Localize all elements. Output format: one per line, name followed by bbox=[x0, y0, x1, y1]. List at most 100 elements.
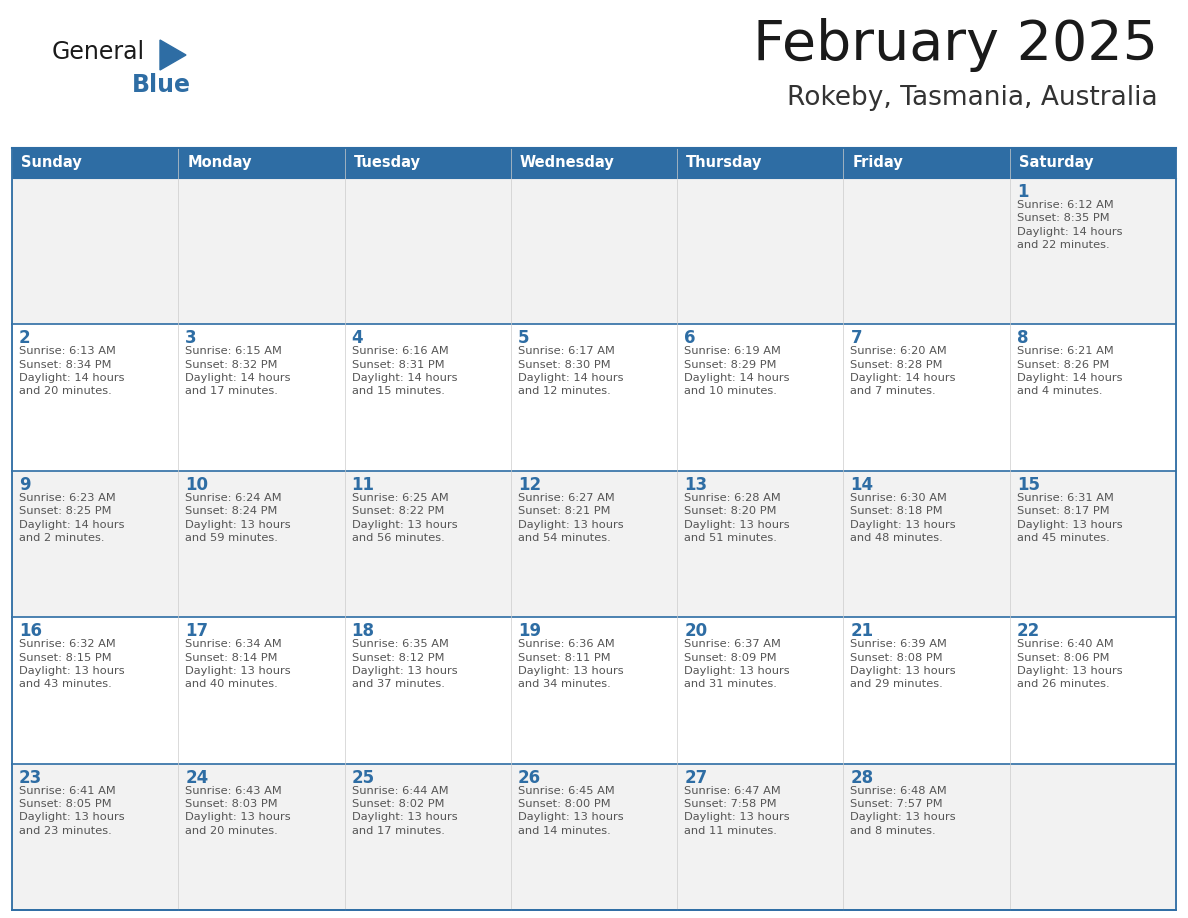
Bar bbox=[12, 617, 178, 764]
Text: Sunrise: 6:44 AM
Sunset: 8:02 PM
Daylight: 13 hours
and 17 minutes.: Sunrise: 6:44 AM Sunset: 8:02 PM Dayligh… bbox=[352, 786, 457, 835]
Bar bbox=[511, 617, 677, 764]
Bar bbox=[1010, 471, 1176, 617]
Bar bbox=[178, 471, 345, 617]
Bar bbox=[677, 324, 843, 471]
Bar bbox=[677, 471, 843, 617]
Bar bbox=[1010, 178, 1176, 324]
Bar bbox=[12, 324, 178, 471]
Bar bbox=[345, 764, 511, 910]
Text: 18: 18 bbox=[352, 622, 374, 640]
Bar bbox=[511, 324, 677, 471]
Text: Sunrise: 6:23 AM
Sunset: 8:25 PM
Daylight: 14 hours
and 2 minutes.: Sunrise: 6:23 AM Sunset: 8:25 PM Dayligh… bbox=[19, 493, 125, 543]
Text: 26: 26 bbox=[518, 768, 541, 787]
Text: 10: 10 bbox=[185, 476, 208, 494]
Text: Sunrise: 6:19 AM
Sunset: 8:29 PM
Daylight: 14 hours
and 10 minutes.: Sunrise: 6:19 AM Sunset: 8:29 PM Dayligh… bbox=[684, 346, 790, 397]
Text: 13: 13 bbox=[684, 476, 707, 494]
Text: 28: 28 bbox=[851, 768, 873, 787]
Bar bbox=[345, 617, 511, 764]
Bar bbox=[178, 178, 345, 324]
Bar bbox=[1010, 764, 1176, 910]
Bar bbox=[511, 178, 677, 324]
Text: Sunrise: 6:43 AM
Sunset: 8:03 PM
Daylight: 13 hours
and 20 minutes.: Sunrise: 6:43 AM Sunset: 8:03 PM Dayligh… bbox=[185, 786, 291, 835]
Text: Blue: Blue bbox=[132, 73, 191, 97]
Text: 14: 14 bbox=[851, 476, 873, 494]
Text: Sunrise: 6:25 AM
Sunset: 8:22 PM
Daylight: 13 hours
and 56 minutes.: Sunrise: 6:25 AM Sunset: 8:22 PM Dayligh… bbox=[352, 493, 457, 543]
Text: Monday: Monday bbox=[188, 155, 252, 171]
Polygon shape bbox=[160, 40, 187, 70]
Text: Friday: Friday bbox=[853, 155, 903, 171]
Text: 21: 21 bbox=[851, 622, 873, 640]
Text: Sunrise: 6:40 AM
Sunset: 8:06 PM
Daylight: 13 hours
and 26 minutes.: Sunrise: 6:40 AM Sunset: 8:06 PM Dayligh… bbox=[1017, 639, 1123, 689]
Text: 3: 3 bbox=[185, 330, 197, 347]
Text: 6: 6 bbox=[684, 330, 696, 347]
Text: 1: 1 bbox=[1017, 183, 1029, 201]
Text: Saturday: Saturday bbox=[1019, 155, 1093, 171]
Text: 7: 7 bbox=[851, 330, 862, 347]
Text: Thursday: Thursday bbox=[687, 155, 763, 171]
Text: 8: 8 bbox=[1017, 330, 1029, 347]
Bar bbox=[843, 178, 1010, 324]
Text: 23: 23 bbox=[19, 768, 43, 787]
Text: 12: 12 bbox=[518, 476, 541, 494]
Bar bbox=[178, 617, 345, 764]
Text: 25: 25 bbox=[352, 768, 374, 787]
Bar bbox=[843, 764, 1010, 910]
Bar bbox=[1010, 324, 1176, 471]
Text: Wednesday: Wednesday bbox=[520, 155, 614, 171]
Text: Sunrise: 6:30 AM
Sunset: 8:18 PM
Daylight: 13 hours
and 48 minutes.: Sunrise: 6:30 AM Sunset: 8:18 PM Dayligh… bbox=[851, 493, 956, 543]
Bar bbox=[843, 617, 1010, 764]
Text: 27: 27 bbox=[684, 768, 707, 787]
Bar bbox=[345, 178, 511, 324]
Text: Sunrise: 6:37 AM
Sunset: 8:09 PM
Daylight: 13 hours
and 31 minutes.: Sunrise: 6:37 AM Sunset: 8:09 PM Dayligh… bbox=[684, 639, 790, 689]
Bar bbox=[511, 471, 677, 617]
Text: Sunrise: 6:36 AM
Sunset: 8:11 PM
Daylight: 13 hours
and 34 minutes.: Sunrise: 6:36 AM Sunset: 8:11 PM Dayligh… bbox=[518, 639, 624, 689]
Text: 20: 20 bbox=[684, 622, 707, 640]
Text: 17: 17 bbox=[185, 622, 208, 640]
Bar bbox=[12, 178, 178, 324]
Text: 11: 11 bbox=[352, 476, 374, 494]
Text: Sunrise: 6:27 AM
Sunset: 8:21 PM
Daylight: 13 hours
and 54 minutes.: Sunrise: 6:27 AM Sunset: 8:21 PM Dayligh… bbox=[518, 493, 624, 543]
Bar bbox=[12, 764, 178, 910]
Text: Sunrise: 6:20 AM
Sunset: 8:28 PM
Daylight: 14 hours
and 7 minutes.: Sunrise: 6:20 AM Sunset: 8:28 PM Dayligh… bbox=[851, 346, 956, 397]
Text: Sunrise: 6:48 AM
Sunset: 7:57 PM
Daylight: 13 hours
and 8 minutes.: Sunrise: 6:48 AM Sunset: 7:57 PM Dayligh… bbox=[851, 786, 956, 835]
Bar bbox=[178, 764, 345, 910]
Text: Sunrise: 6:47 AM
Sunset: 7:58 PM
Daylight: 13 hours
and 11 minutes.: Sunrise: 6:47 AM Sunset: 7:58 PM Dayligh… bbox=[684, 786, 790, 835]
Text: Sunrise: 6:31 AM
Sunset: 8:17 PM
Daylight: 13 hours
and 45 minutes.: Sunrise: 6:31 AM Sunset: 8:17 PM Dayligh… bbox=[1017, 493, 1123, 543]
Text: Sunrise: 6:35 AM
Sunset: 8:12 PM
Daylight: 13 hours
and 37 minutes.: Sunrise: 6:35 AM Sunset: 8:12 PM Dayligh… bbox=[352, 639, 457, 689]
Text: Sunrise: 6:39 AM
Sunset: 8:08 PM
Daylight: 13 hours
and 29 minutes.: Sunrise: 6:39 AM Sunset: 8:08 PM Dayligh… bbox=[851, 639, 956, 689]
Bar bbox=[345, 471, 511, 617]
Text: 15: 15 bbox=[1017, 476, 1040, 494]
Text: 4: 4 bbox=[352, 330, 364, 347]
Text: Sunrise: 6:41 AM
Sunset: 8:05 PM
Daylight: 13 hours
and 23 minutes.: Sunrise: 6:41 AM Sunset: 8:05 PM Dayligh… bbox=[19, 786, 125, 835]
Bar bbox=[677, 617, 843, 764]
Text: Sunrise: 6:17 AM
Sunset: 8:30 PM
Daylight: 14 hours
and 12 minutes.: Sunrise: 6:17 AM Sunset: 8:30 PM Dayligh… bbox=[518, 346, 624, 397]
Text: February 2025: February 2025 bbox=[753, 18, 1158, 72]
Bar bbox=[677, 764, 843, 910]
Text: 9: 9 bbox=[19, 476, 31, 494]
Text: Sunday: Sunday bbox=[21, 155, 82, 171]
Text: Sunrise: 6:12 AM
Sunset: 8:35 PM
Daylight: 14 hours
and 22 minutes.: Sunrise: 6:12 AM Sunset: 8:35 PM Dayligh… bbox=[1017, 200, 1123, 250]
Bar bbox=[178, 324, 345, 471]
Text: Sunrise: 6:24 AM
Sunset: 8:24 PM
Daylight: 13 hours
and 59 minutes.: Sunrise: 6:24 AM Sunset: 8:24 PM Dayligh… bbox=[185, 493, 291, 543]
Text: Sunrise: 6:28 AM
Sunset: 8:20 PM
Daylight: 13 hours
and 51 minutes.: Sunrise: 6:28 AM Sunset: 8:20 PM Dayligh… bbox=[684, 493, 790, 543]
Bar bbox=[12, 471, 178, 617]
Text: Sunrise: 6:45 AM
Sunset: 8:00 PM
Daylight: 13 hours
and 14 minutes.: Sunrise: 6:45 AM Sunset: 8:00 PM Dayligh… bbox=[518, 786, 624, 835]
Bar bbox=[511, 764, 677, 910]
Text: Sunrise: 6:15 AM
Sunset: 8:32 PM
Daylight: 14 hours
and 17 minutes.: Sunrise: 6:15 AM Sunset: 8:32 PM Dayligh… bbox=[185, 346, 291, 397]
Bar bbox=[345, 324, 511, 471]
Text: General: General bbox=[52, 40, 145, 64]
Bar bbox=[1010, 617, 1176, 764]
Text: 2: 2 bbox=[19, 330, 31, 347]
Text: Sunrise: 6:32 AM
Sunset: 8:15 PM
Daylight: 13 hours
and 43 minutes.: Sunrise: 6:32 AM Sunset: 8:15 PM Dayligh… bbox=[19, 639, 125, 689]
Text: 19: 19 bbox=[518, 622, 541, 640]
Text: 22: 22 bbox=[1017, 622, 1040, 640]
Text: Sunrise: 6:16 AM
Sunset: 8:31 PM
Daylight: 14 hours
and 15 minutes.: Sunrise: 6:16 AM Sunset: 8:31 PM Dayligh… bbox=[352, 346, 457, 397]
Bar bbox=[843, 471, 1010, 617]
Text: 16: 16 bbox=[19, 622, 42, 640]
Text: Sunrise: 6:21 AM
Sunset: 8:26 PM
Daylight: 14 hours
and 4 minutes.: Sunrise: 6:21 AM Sunset: 8:26 PM Dayligh… bbox=[1017, 346, 1123, 397]
Text: Sunrise: 6:13 AM
Sunset: 8:34 PM
Daylight: 14 hours
and 20 minutes.: Sunrise: 6:13 AM Sunset: 8:34 PM Dayligh… bbox=[19, 346, 125, 397]
Text: Rokeby, Tasmania, Australia: Rokeby, Tasmania, Australia bbox=[788, 85, 1158, 111]
Bar bbox=[12, 148, 1176, 178]
Bar bbox=[677, 178, 843, 324]
Bar bbox=[843, 324, 1010, 471]
